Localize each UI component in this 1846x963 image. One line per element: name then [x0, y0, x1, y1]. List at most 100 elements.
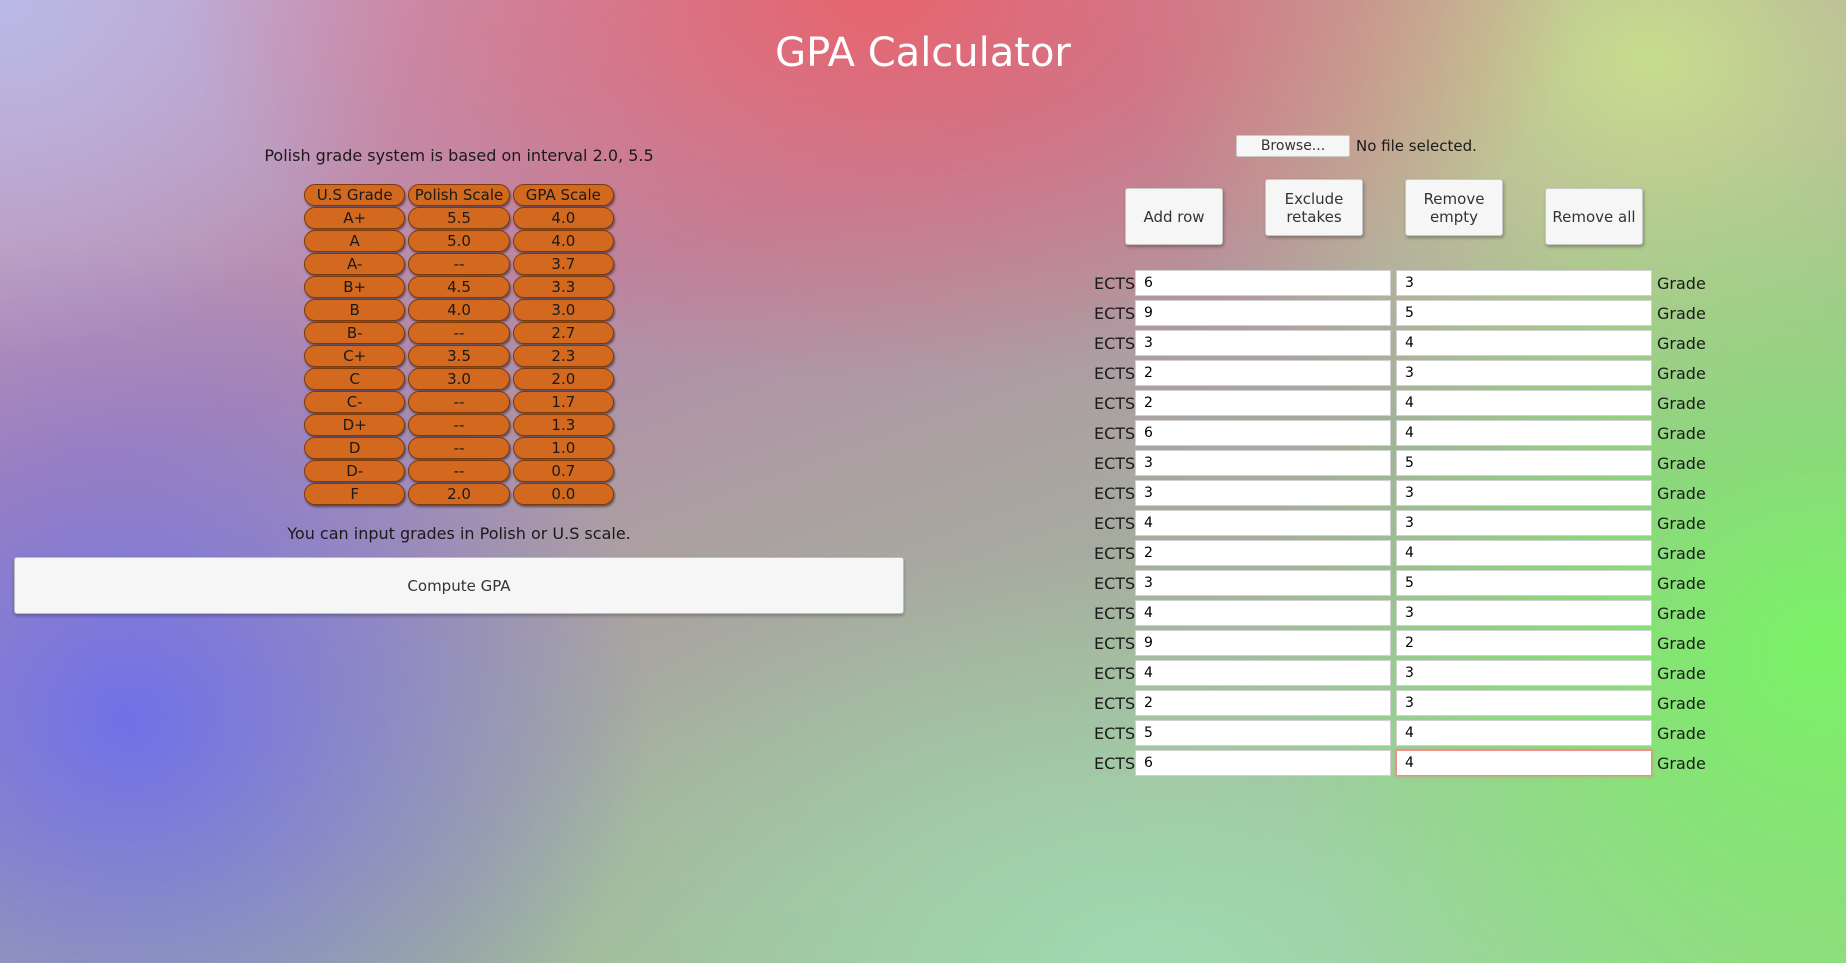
grade-label: Grade — [1657, 273, 1706, 293]
table-cell: 5.0 — [408, 230, 510, 252]
grade-label: Grade — [1657, 333, 1706, 353]
grade-input[interactable] — [1396, 300, 1652, 326]
ects-input[interactable] — [1135, 420, 1391, 446]
grade-label: Grade — [1657, 303, 1706, 323]
ects-input[interactable] — [1135, 600, 1391, 626]
grade-input[interactable] — [1396, 690, 1652, 716]
ects-input[interactable] — [1135, 330, 1391, 356]
table-cell: 3.0 — [408, 368, 510, 390]
grade-label: Grade — [1657, 753, 1706, 773]
table-row: A- -- 3.7 — [304, 253, 614, 275]
table-cell: 4.0 — [512, 207, 614, 229]
ects-input[interactable] — [1135, 270, 1391, 296]
grade-label: Grade — [1657, 483, 1706, 503]
grade-label: Grade — [1657, 423, 1706, 443]
table-row: D+ -- 1.3 — [304, 414, 614, 436]
course-rows: ECTS Grade ECTS Grade ECTS Grade ECTS Grade ECTS… — [1094, 268, 1706, 778]
grade-input[interactable] — [1396, 360, 1652, 386]
grade-label: Grade — [1657, 633, 1706, 653]
add-row-button[interactable]: Add row — [1125, 188, 1223, 245]
browse-button[interactable]: Browse... — [1236, 135, 1350, 157]
grade-label: Grade — [1657, 573, 1706, 593]
table-cell: A — [304, 230, 406, 252]
table-row: A 5.0 4.0 — [304, 230, 614, 252]
grade-input[interactable] — [1396, 750, 1652, 776]
grade-input[interactable] — [1396, 540, 1652, 566]
ects-label: ECTS — [1094, 393, 1136, 413]
compute-gpa-button[interactable]: Compute GPA — [14, 557, 904, 614]
ects-input[interactable] — [1135, 480, 1391, 506]
table-cell: F — [304, 483, 406, 505]
table-cell: D+ — [304, 414, 406, 436]
table-cell: D — [304, 437, 406, 459]
table-row: B 4.0 3.0 — [304, 299, 614, 321]
ects-input[interactable] — [1135, 720, 1391, 746]
course-row: ECTS Grade — [1094, 688, 1706, 718]
grade-input[interactable] — [1396, 720, 1652, 746]
course-row: ECTS Grade — [1094, 478, 1706, 508]
ects-input[interactable] — [1135, 690, 1391, 716]
grade-input[interactable] — [1396, 600, 1652, 626]
table-body: A+ 5.5 4.0 A 5.0 4.0 A- -- 3.7 B+ 4.5 3.3 B 4.0 3.0 B- -… — [304, 207, 614, 505]
grade-label: Grade — [1657, 663, 1706, 683]
ects-label: ECTS — [1094, 453, 1136, 473]
ects-label: ECTS — [1094, 423, 1136, 443]
table-header-row: U.S Grade Polish Scale GPA Scale — [304, 184, 614, 206]
grade-label: Grade — [1657, 543, 1706, 563]
grade-input[interactable] — [1396, 570, 1652, 596]
course-row: ECTS Grade — [1094, 358, 1706, 388]
grade-input[interactable] — [1396, 660, 1652, 686]
table-cell: 3.5 — [408, 345, 510, 367]
grade-input[interactable] — [1396, 420, 1652, 446]
grade-input[interactable] — [1396, 510, 1652, 536]
table-cell: A- — [304, 253, 406, 275]
ects-label: ECTS — [1094, 573, 1136, 593]
ects-input[interactable] — [1135, 750, 1391, 776]
grade-input[interactable] — [1396, 480, 1652, 506]
ects-input[interactable] — [1135, 570, 1391, 596]
course-row: ECTS Grade — [1094, 508, 1706, 538]
ects-input[interactable] — [1135, 450, 1391, 476]
remove-empty-button[interactable]: Remove empty — [1405, 179, 1503, 236]
file-upload: Browse... No file selected. — [1236, 135, 1477, 157]
ects-input[interactable] — [1135, 390, 1391, 416]
ects-label: ECTS — [1094, 333, 1136, 353]
ects-input[interactable] — [1135, 630, 1391, 656]
table-cell: -- — [408, 437, 510, 459]
table-cell: 5.5 — [408, 207, 510, 229]
table-cell: 3.3 — [512, 276, 614, 298]
course-row: ECTS Grade — [1094, 718, 1706, 748]
table-row: C- -- 1.7 — [304, 391, 614, 413]
remove-all-button[interactable]: Remove all — [1545, 188, 1643, 245]
grade-input[interactable] — [1396, 390, 1652, 416]
table-cell: D- — [304, 460, 406, 482]
table-row: B+ 4.5 3.3 — [304, 276, 614, 298]
table-cell: 2.3 — [512, 345, 614, 367]
grade-input[interactable] — [1396, 450, 1652, 476]
course-row: ECTS Grade — [1094, 598, 1706, 628]
table-cell: -- — [408, 460, 510, 482]
ects-input[interactable] — [1135, 360, 1391, 386]
table-row: A+ 5.5 4.0 — [304, 207, 614, 229]
ects-input[interactable] — [1135, 300, 1391, 326]
ects-label: ECTS — [1094, 303, 1136, 323]
table-cell: 0.7 — [512, 460, 614, 482]
table-cell: A+ — [304, 207, 406, 229]
file-status: No file selected. — [1356, 137, 1477, 155]
grade-input[interactable] — [1396, 330, 1652, 356]
course-row: ECTS Grade — [1094, 568, 1706, 598]
table-cell: 1.0 — [512, 437, 614, 459]
grade-label: Grade — [1657, 393, 1706, 413]
grade-label: Grade — [1657, 513, 1706, 533]
grade-info-panel: Polish grade system is based on interval… — [14, 146, 904, 614]
ects-input[interactable] — [1135, 540, 1391, 566]
grade-input[interactable] — [1396, 270, 1652, 296]
exclude-retakes-button[interactable]: Exclude retakes — [1265, 179, 1363, 236]
ects-label: ECTS — [1094, 543, 1136, 563]
ects-input[interactable] — [1135, 510, 1391, 536]
grade-input[interactable] — [1396, 630, 1652, 656]
table-cell: -- — [408, 391, 510, 413]
table-row: D- -- 0.7 — [304, 460, 614, 482]
ects-label: ECTS — [1094, 723, 1136, 743]
ects-input[interactable] — [1135, 660, 1391, 686]
